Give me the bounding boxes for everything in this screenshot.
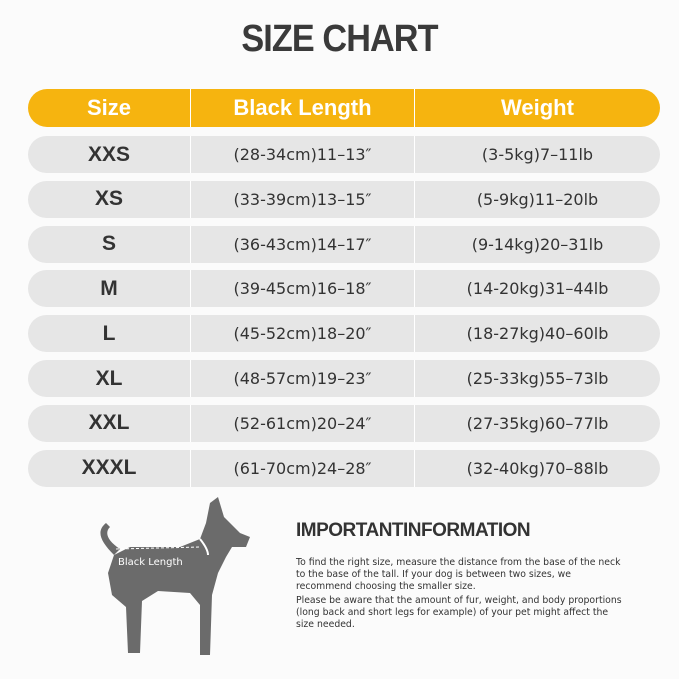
size-cell: XL (95, 366, 123, 390)
table-row: XL (48-57cm)19–23″ (25-33kg)55–73lb (28, 360, 660, 397)
length-cell: (52-61cm)20–24″ (190, 404, 415, 442)
dog-length-label: Black Length (118, 557, 183, 568)
weight-cell: (18-27kg)40–60lb (466, 324, 609, 344)
length-cell: (28-34cm)11–13″ (190, 136, 415, 173)
length-cell: (61-70cm)24–28″ (190, 449, 415, 487)
length-cell: (48-57cm)19–23″ (190, 360, 415, 397)
table-row: XXXL (61-70cm)24–28″ (32-40kg)70–88lb (28, 449, 660, 487)
weight-cell: (3-5kg)7–11lb (481, 145, 594, 164)
header-weight: Weight (501, 95, 574, 120)
header-size: Size (86, 95, 132, 120)
length-cell: (36-43cm)14–17″ (190, 225, 415, 263)
table-row: XS (33-39cm)13–15″ (5-9kg)11–20lb (28, 180, 660, 218)
weight-cell: (5-9kg)11–20lb (476, 189, 599, 209)
size-cell: S (101, 232, 116, 256)
table-header: Size Black Length Weight (28, 89, 660, 127)
table-row: M (39-45cm)16–18″ (14-20kg)31–44lb (28, 270, 660, 308)
size-cell: XXXL (81, 456, 137, 480)
info-paragraph-1: To find the right size, measure the dist… (296, 557, 621, 592)
length-cell: (45-52cm)18–20″ (190, 315, 415, 353)
info-title: IMPORTANTINFORMATION (296, 520, 531, 541)
length-cell: (39-45cm)16–18″ (190, 270, 415, 308)
table-row: S (36-43cm)14–17″ (9-14kg)20–31lb (28, 225, 660, 263)
weight-cell: (25-33kg)55–73lb (466, 369, 609, 388)
table-row: XXL (52-61cm)20–24″ (27-35kg)60–77lb (28, 404, 660, 442)
page-title: SIZE CHART (241, 18, 438, 60)
weight-cell: (14-20kg)31–44lb (466, 279, 609, 299)
dog-silhouette-icon (100, 497, 251, 655)
weight-cell: (32-40kg)70–88lb (466, 458, 609, 478)
info-paragraph-2: Please be aware that the amount of fur, … (296, 595, 622, 630)
length-cell: (33-39cm)13–15″ (190, 180, 415, 218)
size-cell: XXL (88, 411, 130, 435)
weight-cell: (27-35kg)60–77lb (466, 413, 609, 433)
weight-cell: (9-14kg)20–31lb (471, 234, 604, 254)
size-cell: XS (94, 187, 123, 211)
size-cell: M (100, 276, 118, 300)
size-cell: L (102, 321, 116, 345)
header-length: Black Length (190, 89, 415, 127)
table-row: XXS (28-34cm)11–13″ (3-5kg)7–11lb (28, 136, 660, 173)
size-cell: XXS (87, 142, 131, 166)
table-row: L (45-52cm)18–20″ (18-27kg)40–60lb (28, 315, 660, 353)
